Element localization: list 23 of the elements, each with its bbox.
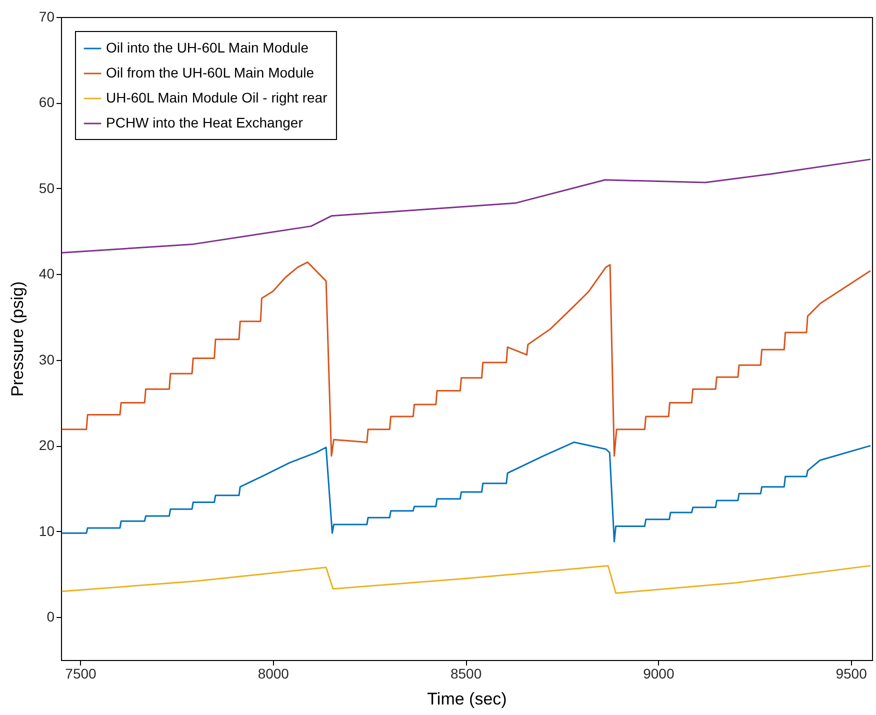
x-tick-label: 8000: [258, 666, 290, 682]
y-axis-title: Pressure (psig): [8, 281, 27, 397]
x-axis-title: Time (sec): [427, 690, 507, 708]
x-tick-label: 7500: [65, 666, 97, 682]
y-tick-label: 40: [38, 266, 55, 282]
y-tick-label: 70: [38, 8, 55, 24]
x-tick-label: 9500: [836, 666, 868, 682]
line-series: [61, 441, 872, 542]
x-tick-label: 8500: [450, 666, 482, 682]
legend-label: PCHW into the Heat Exchanger: [106, 114, 304, 130]
legend-label: Oil into the UH-60L Main Module: [106, 40, 309, 56]
y-tick-label: 30: [38, 351, 55, 368]
line-series: [61, 261, 872, 457]
y-tick-label: 60: [38, 94, 55, 110]
y-tick-label: 0: [46, 608, 55, 625]
x-tick-label: 9000: [643, 666, 674, 682]
line-series: [61, 158, 872, 254]
legend-label: UH-60L Main Module Oil - right rear: [106, 90, 328, 106]
line-series: [61, 564, 872, 594]
legend-label: Oil from the UH-60L Main Module: [106, 64, 314, 80]
y-tick-label: 20: [38, 437, 55, 454]
y-tick-label: 50: [38, 180, 55, 196]
y-tick-label: 10: [38, 522, 55, 539]
